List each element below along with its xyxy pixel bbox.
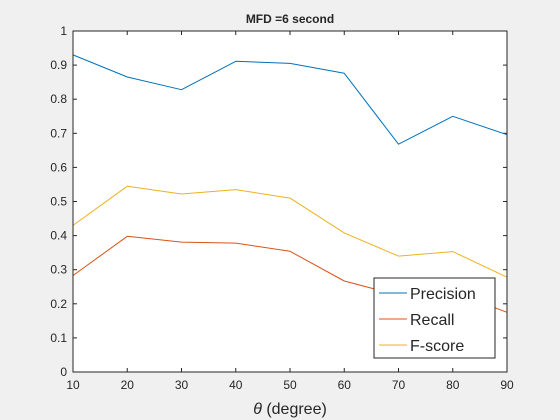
data-point [343,231,346,234]
x-tick-label: 40 [229,378,243,392]
theta-symbol: θ [253,401,262,418]
data-point [126,185,129,188]
axes-frame [72,30,508,373]
data-point [289,197,292,200]
y-tick-label: 0.7 [50,126,67,140]
y-tick-label: 0.8 [50,92,67,106]
data-point [180,88,183,91]
data-point [343,72,346,75]
x-tick-label: 70 [392,378,406,392]
data-point [397,255,400,258]
data-point [234,188,237,191]
y-tick-label: 0.1 [50,331,67,345]
x-tick-label: 20 [121,378,135,392]
x-tick-label: 60 [338,378,352,392]
series-line-precision [72,54,508,145]
axes-box [72,30,508,373]
data-point [289,62,292,65]
chart-title: MFD =6 second [246,12,334,26]
data-point [180,241,183,244]
x-axis-label-text: (degree) [262,401,327,418]
data-point [126,76,129,79]
data-point [180,192,183,195]
data-point [451,250,454,253]
y-tick-label: 1 [60,24,67,38]
legend[interactable]: Precision Recall F-score [373,277,496,359]
legend-label: Recall [410,312,454,329]
x-tick-label: 90 [500,378,514,392]
x-axis-label: θ (degree) [253,401,327,418]
data-point [126,235,129,238]
data-point [234,60,237,63]
y-tick-label: 0.9 [50,58,67,72]
legend-label: Precision [410,286,476,303]
data-point [343,279,346,282]
y-tick-label: 0.3 [50,263,67,277]
x-tick-label: 80 [446,378,460,392]
data-point [397,143,400,146]
series-line-f-score [72,185,508,278]
data-point [451,115,454,118]
axes: 10 20 30 40 50 60 70 80 90 0 0.1 0.2 0.3 0.4 0.5 0.6 0.7… [50,24,514,392]
x-tick-label: 30 [175,378,189,392]
y-tick-label: 0.2 [50,297,67,311]
y-tick-label: 0.6 [50,160,67,174]
legend-label: F-score [410,338,464,355]
data-point [234,242,237,245]
data-point [289,250,292,253]
y-tick-label: 0.5 [50,195,67,209]
x-tick-label: 50 [283,378,297,392]
y-tick-label: 0 [60,365,67,379]
x-tick-label: 10 [66,378,80,392]
y-tick-label: 0.4 [50,229,67,243]
